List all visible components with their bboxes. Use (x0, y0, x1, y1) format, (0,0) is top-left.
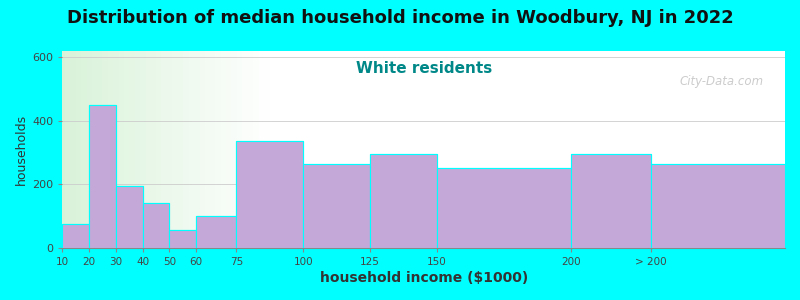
Bar (303, 164, 370, 248)
Bar (142, 203, 170, 248)
Y-axis label: households: households (15, 114, 28, 185)
Text: Distribution of median household income in Woodbury, NJ in 2022: Distribution of median household income … (66, 9, 734, 27)
Bar (62, 224, 89, 248)
Bar (236, 142, 303, 248)
Bar (116, 186, 142, 248)
X-axis label: household income ($1000): household income ($1000) (319, 271, 528, 285)
Bar (170, 230, 196, 248)
Bar (196, 216, 236, 248)
Bar (116, 186, 142, 248)
Bar (62, 224, 89, 248)
Bar (196, 216, 236, 248)
Bar (170, 230, 196, 248)
Bar (437, 168, 571, 248)
Bar (142, 203, 170, 248)
Bar (370, 154, 437, 248)
Bar (89, 105, 116, 248)
Bar (571, 154, 651, 248)
Bar (571, 154, 651, 248)
Bar (236, 142, 303, 248)
Bar (437, 168, 571, 248)
Text: White residents: White residents (355, 61, 492, 76)
Bar (370, 154, 437, 248)
Text: City-Data.com: City-Data.com (679, 75, 763, 88)
Bar (651, 164, 785, 248)
Bar (651, 164, 785, 248)
Bar (89, 105, 116, 248)
Bar (303, 164, 370, 248)
